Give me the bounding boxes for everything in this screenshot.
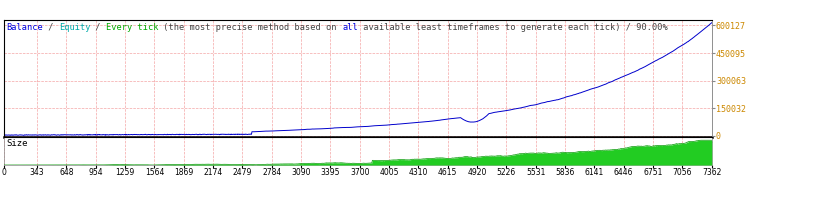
Text: Size: Size	[7, 139, 28, 148]
Text: /: /	[43, 23, 59, 32]
Text: /: /	[90, 23, 106, 32]
Text: Balance: Balance	[7, 23, 43, 32]
Text: (the most precise method based on: (the most precise method based on	[158, 23, 342, 32]
Text: Every tick: Every tick	[106, 23, 158, 32]
Text: available least timeframes to generate each tick) / 90.00%: available least timeframes to generate e…	[358, 23, 667, 32]
Text: Equity: Equity	[59, 23, 90, 32]
Text: all: all	[342, 23, 358, 32]
